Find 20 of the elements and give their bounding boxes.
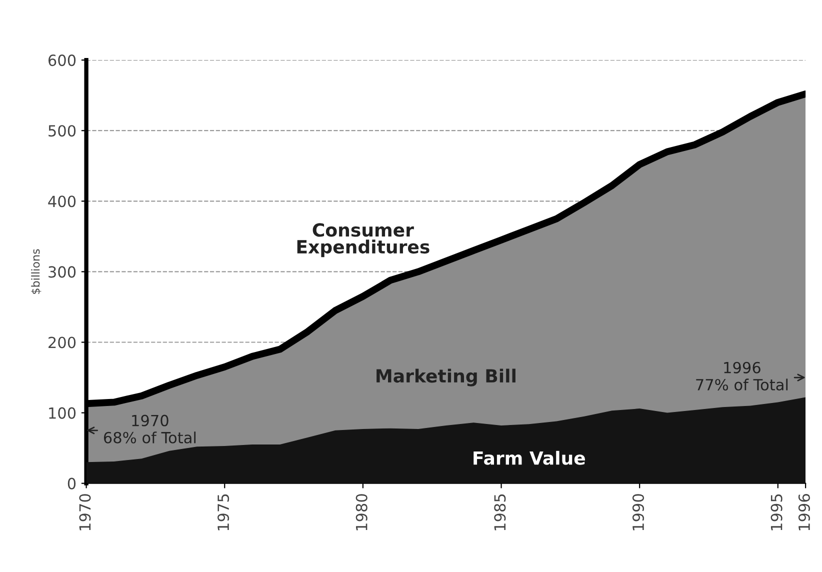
- series-label: Farm Value: [474, 450, 586, 465]
- y-tick-label: 400: [48, 196, 76, 208]
- annotation: Marketing Bill: [376, 368, 516, 386]
- x-tick-label: 1970: [79, 494, 91, 530]
- y-tick-label: 600: [48, 54, 76, 66]
- y-tick-label: 200: [48, 336, 76, 348]
- x-tick-label: 1996: [798, 494, 810, 530]
- y-tick-label: 500: [48, 125, 76, 137]
- x-tick-label: 1995: [770, 494, 782, 530]
- y-axis-title: $billions: [31, 249, 42, 294]
- x-tick-label: 1990: [632, 494, 644, 530]
- annotation: 1970 68% of Total: [104, 414, 196, 444]
- x-tick-label: 1985: [494, 494, 506, 530]
- series-label: Consumer Expenditures: [297, 223, 430, 258]
- x-tick-label: 1975: [218, 494, 230, 530]
- annotation: 1996 77% of Total: [696, 362, 788, 391]
- y-tick-label: 100: [49, 407, 76, 419]
- x-tick-label: 1980: [356, 494, 368, 530]
- y-tick-label: 0: [68, 478, 76, 490]
- y-tick-label: 300: [48, 266, 76, 278]
